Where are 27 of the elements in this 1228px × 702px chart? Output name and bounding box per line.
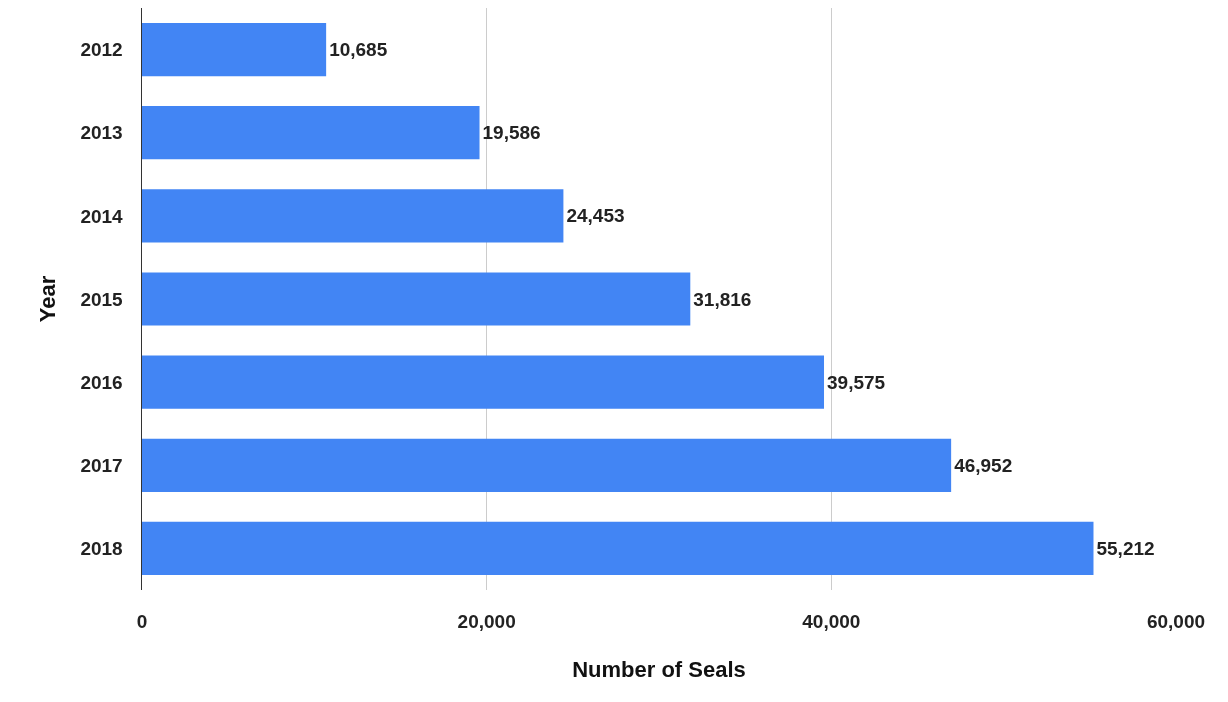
data-label: 55,212 [1096, 537, 1155, 559]
bar [142, 272, 691, 326]
bar [142, 355, 825, 409]
x-tick-label: 0 [136, 611, 148, 632]
x-tick-label: 20,000 [457, 611, 516, 632]
y-tick-label: 2017 [80, 454, 123, 476]
data-label: 10,685 [329, 39, 388, 61]
data-label: 39,575 [827, 371, 886, 393]
y-tick-label: 2018 [80, 538, 123, 560]
y-tick-label: 2012 [80, 39, 123, 61]
bar [142, 521, 1094, 576]
bar [142, 189, 564, 243]
data-label: 19,586 [482, 122, 541, 144]
bar [142, 106, 480, 160]
y-tick-label: 2016 [80, 371, 123, 393]
data-label: 31,816 [693, 288, 752, 310]
bar [142, 438, 952, 492]
data-label: 46,952 [954, 454, 1013, 476]
x-tick-label: 60,000 [1146, 611, 1206, 632]
x-axis-title: Number of Seals [572, 656, 746, 682]
y-axis-title: Year [35, 275, 61, 323]
y-tick-label: 2014 [80, 205, 124, 227]
y-tick-label: 2015 [80, 288, 124, 310]
x-tick-label: 40,000 [802, 611, 861, 632]
y-tick-label: 2013 [80, 122, 123, 144]
bar [142, 22, 327, 77]
data-label: 24,453 [566, 205, 625, 227]
